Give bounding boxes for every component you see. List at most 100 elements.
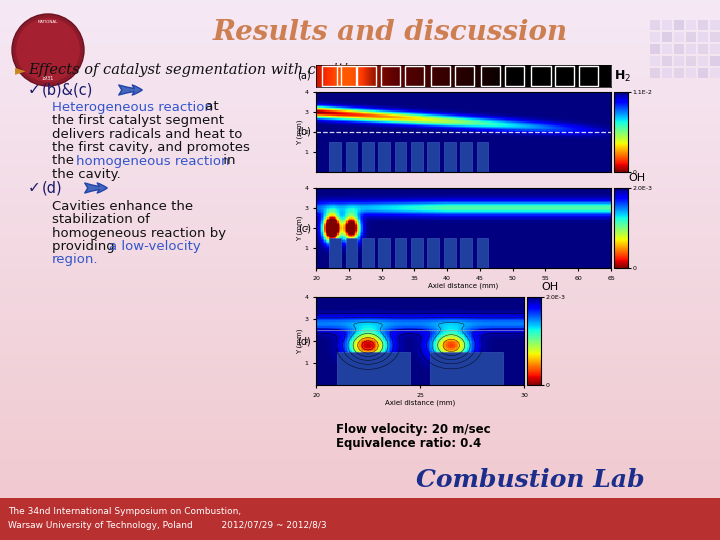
Bar xyxy=(0,12,720,18)
Bar xyxy=(0,147,720,153)
Bar xyxy=(0,427,720,432)
Bar xyxy=(0,449,720,455)
Bar xyxy=(0,503,720,509)
Bar xyxy=(0,381,720,387)
Bar xyxy=(710,32,720,42)
Bar xyxy=(0,309,720,315)
Bar xyxy=(698,68,708,78)
Bar xyxy=(0,228,720,234)
Bar xyxy=(460,142,472,172)
Text: the cavity.: the cavity. xyxy=(52,168,121,181)
Text: Warsaw University of Technology, Poland          2012/07/29 ~ 2012/8/3: Warsaw University of Technology, Poland … xyxy=(8,522,327,530)
Bar xyxy=(0,211,720,216)
Bar xyxy=(686,20,696,30)
Bar xyxy=(337,66,356,86)
Bar xyxy=(0,373,720,378)
Bar xyxy=(337,352,410,385)
Text: Results and discussion: Results and discussion xyxy=(212,18,567,45)
Bar xyxy=(428,142,439,172)
Bar xyxy=(505,66,524,86)
Bar xyxy=(0,76,720,81)
Bar xyxy=(0,458,720,463)
Bar xyxy=(329,142,341,172)
Text: Heterogeneous reaction: Heterogeneous reaction xyxy=(52,100,213,113)
Bar xyxy=(0,327,720,333)
Bar xyxy=(0,462,720,468)
Bar xyxy=(0,341,720,347)
Bar xyxy=(0,246,720,252)
Bar xyxy=(650,44,660,54)
Bar xyxy=(0,62,720,68)
Text: (b): (b) xyxy=(297,127,311,137)
Bar xyxy=(0,17,720,23)
Bar xyxy=(650,56,660,66)
Bar xyxy=(0,49,720,54)
Bar xyxy=(0,300,720,306)
Bar xyxy=(0,130,720,135)
Bar xyxy=(431,352,503,385)
Bar xyxy=(0,278,720,284)
Bar xyxy=(411,238,423,268)
Text: region.: region. xyxy=(52,253,99,267)
Bar xyxy=(0,408,720,414)
Bar xyxy=(0,143,720,148)
Bar xyxy=(0,535,720,540)
Bar xyxy=(0,66,720,72)
Bar xyxy=(662,56,672,66)
Bar xyxy=(674,32,684,42)
Bar xyxy=(0,512,720,517)
Bar xyxy=(0,219,720,225)
Bar xyxy=(0,3,720,9)
Bar xyxy=(0,260,720,266)
Text: the first cavity, and promotes: the first cavity, and promotes xyxy=(52,141,250,154)
Bar xyxy=(0,440,720,445)
Bar xyxy=(0,350,720,355)
Bar xyxy=(0,516,720,522)
Bar xyxy=(0,125,720,131)
Bar xyxy=(686,56,696,66)
Bar xyxy=(0,346,720,351)
Circle shape xyxy=(12,14,84,86)
Bar xyxy=(0,494,720,500)
Bar xyxy=(674,20,684,30)
Bar xyxy=(395,142,407,172)
Text: 1931: 1931 xyxy=(42,76,54,80)
Bar xyxy=(0,89,720,94)
Bar xyxy=(686,44,696,54)
Bar xyxy=(444,238,456,268)
Bar xyxy=(0,184,720,189)
Text: delivers radicals and heat to: delivers radicals and heat to xyxy=(52,127,243,140)
Bar xyxy=(411,142,423,172)
Bar xyxy=(0,179,720,185)
Bar xyxy=(0,498,720,504)
Bar xyxy=(0,489,720,495)
Bar xyxy=(579,66,598,86)
Bar xyxy=(0,314,720,320)
Bar xyxy=(0,57,720,63)
Bar xyxy=(0,319,720,324)
Text: Combustion Lab: Combustion Lab xyxy=(415,468,644,492)
Bar xyxy=(0,435,720,441)
Bar xyxy=(0,233,720,239)
Bar xyxy=(0,413,720,418)
Bar xyxy=(0,292,720,297)
Text: providing: providing xyxy=(52,240,119,253)
Bar xyxy=(362,238,374,268)
Bar xyxy=(0,0,720,4)
Text: stabilization of: stabilization of xyxy=(52,213,150,226)
Bar xyxy=(0,116,720,122)
Bar xyxy=(686,32,696,42)
Bar xyxy=(454,66,474,86)
Bar xyxy=(0,98,720,104)
Bar xyxy=(0,386,720,391)
Bar xyxy=(0,525,720,531)
Bar xyxy=(0,111,720,117)
Text: ✓: ✓ xyxy=(28,83,41,98)
Bar xyxy=(0,332,720,338)
Text: OH: OH xyxy=(628,173,645,183)
Bar xyxy=(0,188,720,193)
Bar xyxy=(0,215,720,220)
Y-axis label: Y (mm): Y (mm) xyxy=(297,328,303,354)
Bar xyxy=(0,444,720,450)
Bar xyxy=(0,103,720,108)
